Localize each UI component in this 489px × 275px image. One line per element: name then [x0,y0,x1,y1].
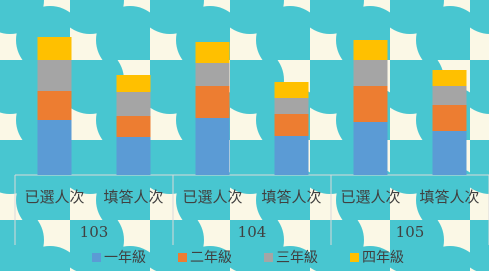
x-tick-label: 填答人次 [261,188,321,206]
bar-segment [196,86,230,118]
x-tick-label: 已選人次 [340,188,400,206]
bar-segment [196,63,230,86]
x-tick-label: 填答人次 [419,188,479,206]
bar-segment [38,91,72,120]
bar-segment [433,131,467,175]
bar-segment [275,98,309,114]
legend-swatch [92,253,101,262]
legend-label: 一年級 [104,250,146,266]
bar-segment [117,137,151,175]
legend-swatch [264,253,273,262]
group-label: 104 [238,223,267,241]
chart: 已選人次 填答人次 已選人次 填答人次 已選人次 填答人次 103 104 105 一年級 二年級 三… [0,0,489,271]
bar-segment [433,105,467,131]
bar-segment [38,37,72,60]
legend-label: 四年級 [362,250,404,266]
legend-label: 三年級 [276,250,318,266]
bar-segment [275,82,309,98]
bar-segment [433,70,467,86]
legend-swatch [350,253,359,262]
bar-segment [38,60,72,91]
bar-segment [117,116,151,137]
bar-segment [196,118,230,175]
x-tick-label: 填答人次 [103,188,163,206]
bar-segment [354,40,388,60]
bar-segment [196,42,230,63]
bar-segment [275,136,309,175]
bar-segment [117,92,151,116]
legend-label: 二年級 [190,250,232,266]
x-tick-label: 已選人次 [182,188,242,206]
bar-segment [38,120,72,175]
bar-segment [433,86,467,105]
legend-swatch [178,253,187,262]
group-label: 105 [396,223,425,241]
bar-segment [354,122,388,175]
bar-segment [354,60,388,86]
bar-segment [275,114,309,136]
bar-segment [354,86,388,122]
group-label: 103 [80,223,109,241]
x-tick-label: 已選人次 [24,188,84,206]
bar-segment [117,75,151,92]
